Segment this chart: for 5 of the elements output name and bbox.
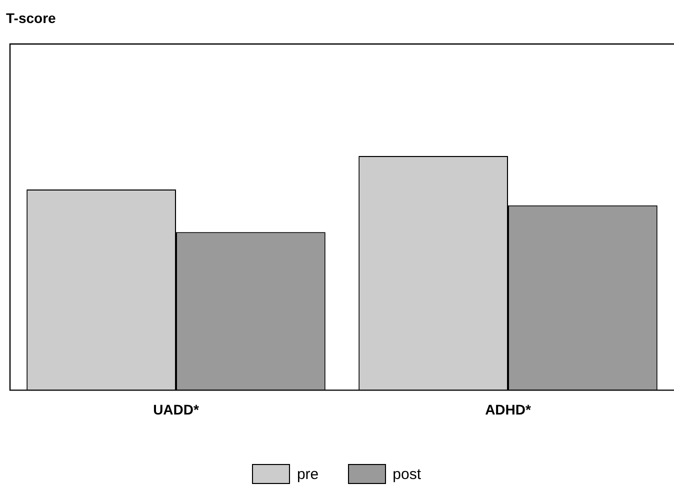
legend-label: pre bbox=[296, 466, 319, 482]
legend-label: post bbox=[392, 466, 422, 482]
text: T-score bbox=[6, 10, 56, 26]
x-tick-label: UADD* bbox=[153, 401, 200, 418]
x-tick-label: ADHD* bbox=[485, 401, 532, 418]
